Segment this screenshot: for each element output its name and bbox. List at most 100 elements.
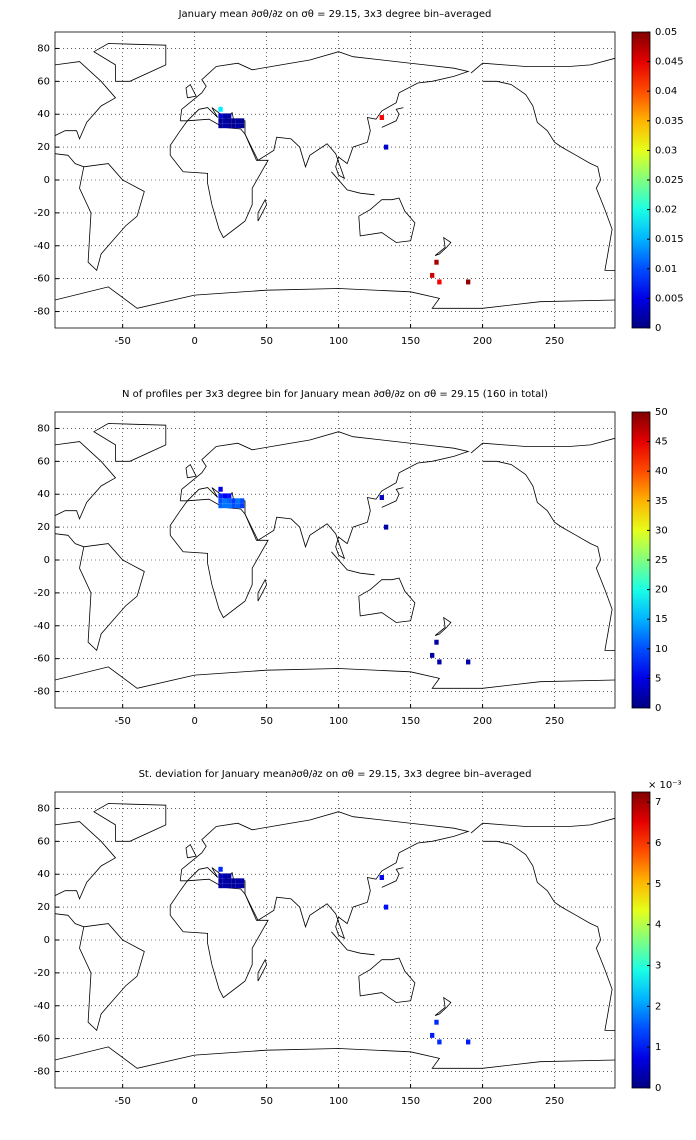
data-bin xyxy=(379,495,384,500)
coastline xyxy=(358,957,416,1003)
coastline xyxy=(179,431,470,560)
data-bin xyxy=(231,878,236,884)
coastline xyxy=(169,498,269,619)
y-tick-label: 20 xyxy=(37,142,50,153)
colorbar-tick-label: 0.03 xyxy=(655,145,677,156)
y-tick-label: 40 xyxy=(37,489,50,500)
data-bin xyxy=(231,503,236,509)
data-bin xyxy=(222,493,228,499)
colorbar-tick-label: 0.025 xyxy=(655,175,684,186)
y-tick-label: 80 xyxy=(37,43,50,54)
data-bin xyxy=(218,113,223,119)
data-bin xyxy=(218,873,223,879)
x-tick-label: 150 xyxy=(401,1096,420,1107)
coastline xyxy=(179,811,470,940)
coastline xyxy=(185,843,197,859)
data-bin xyxy=(218,866,223,872)
y-tick-label: 0 xyxy=(44,555,50,566)
coastline xyxy=(482,460,615,651)
colorbar-tick-label: 10 xyxy=(655,644,668,655)
data-bin xyxy=(239,118,245,124)
coastline xyxy=(185,463,197,479)
data-bin xyxy=(235,498,240,504)
coastline xyxy=(55,533,145,652)
y-tick-label: 40 xyxy=(37,109,50,120)
y-tick-label: -60 xyxy=(34,274,50,285)
data-bin xyxy=(239,878,245,884)
colorbar-tick-label: 30 xyxy=(655,525,668,536)
data-bin xyxy=(383,904,389,910)
coastline xyxy=(358,577,416,623)
data-bin xyxy=(235,878,240,884)
y-tick-label: 60 xyxy=(37,836,50,847)
colorbar-tick-label: 5 xyxy=(655,879,661,890)
colorbar-tick-label: 7 xyxy=(655,797,661,808)
colorbar-tick-label: 20 xyxy=(655,585,668,596)
data-bin xyxy=(379,115,384,120)
data-bin xyxy=(239,883,245,889)
data-bin xyxy=(239,503,245,509)
coastline xyxy=(470,437,615,454)
data-bin xyxy=(227,498,232,504)
coastline xyxy=(179,51,470,180)
data-bin xyxy=(434,1019,439,1025)
data-bin xyxy=(231,118,236,124)
data-bin xyxy=(235,123,240,129)
data-bin xyxy=(227,873,232,879)
coastline xyxy=(470,817,615,834)
data-bin xyxy=(222,883,228,889)
data-bin xyxy=(218,486,223,492)
colorbar-tick-label: 0.015 xyxy=(655,234,684,245)
y-tick-label: -40 xyxy=(34,621,50,632)
coastline xyxy=(482,80,615,271)
coastline xyxy=(434,236,452,256)
data-bin xyxy=(466,279,471,285)
data-bin xyxy=(437,659,442,665)
map-area xyxy=(55,412,615,708)
data-bin xyxy=(235,883,240,889)
colorbar-tick-label: 35 xyxy=(655,496,668,507)
y-tick-label: -80 xyxy=(34,687,50,698)
coastline xyxy=(55,666,615,689)
colorbar-tick-label: 3 xyxy=(655,961,661,972)
coastline xyxy=(331,171,375,196)
y-tick-label: 0 xyxy=(44,175,50,186)
x-tick-label: 0 xyxy=(191,336,197,347)
colorbar-tick-label: 0.05 xyxy=(655,27,677,38)
x-tick-label: 100 xyxy=(329,1096,348,1107)
data-bin xyxy=(222,878,228,884)
coastline xyxy=(55,1046,615,1069)
coastline xyxy=(381,867,404,888)
data-bin xyxy=(218,493,223,499)
coastline xyxy=(257,958,268,982)
coastline xyxy=(257,198,268,222)
colorbar-tick-label: 45 xyxy=(655,437,668,448)
data-bin xyxy=(222,873,228,879)
data-bin xyxy=(437,279,442,285)
data-bin xyxy=(222,498,228,504)
data-bin xyxy=(218,503,223,509)
x-tick-label: 200 xyxy=(473,336,492,347)
coastline xyxy=(185,83,197,99)
y-tick-label: -20 xyxy=(34,968,50,979)
x-tick-label: 0 xyxy=(191,1096,197,1107)
coastline xyxy=(331,551,375,576)
panel-title: January mean ∂σθ/∂z on σθ = 29.15, 3x3 d… xyxy=(178,9,492,20)
y-tick-label: 20 xyxy=(37,902,50,913)
map-panel: St. deviation for January mean∂σθ/∂z on … xyxy=(34,769,682,1107)
data-bin xyxy=(430,1032,435,1038)
x-tick-label: 200 xyxy=(473,716,492,727)
y-tick-label: 20 xyxy=(37,522,50,533)
x-tick-label: 50 xyxy=(260,1096,273,1107)
data-bin xyxy=(218,498,223,504)
data-bin xyxy=(227,878,232,884)
y-tick-label: 80 xyxy=(37,423,50,434)
coastline xyxy=(55,286,615,309)
y-tick-label: 80 xyxy=(37,803,50,814)
coastline xyxy=(470,57,615,74)
data-bin xyxy=(227,493,232,499)
data-bin xyxy=(430,272,435,278)
data-bin xyxy=(231,498,236,504)
coastline xyxy=(331,931,375,956)
